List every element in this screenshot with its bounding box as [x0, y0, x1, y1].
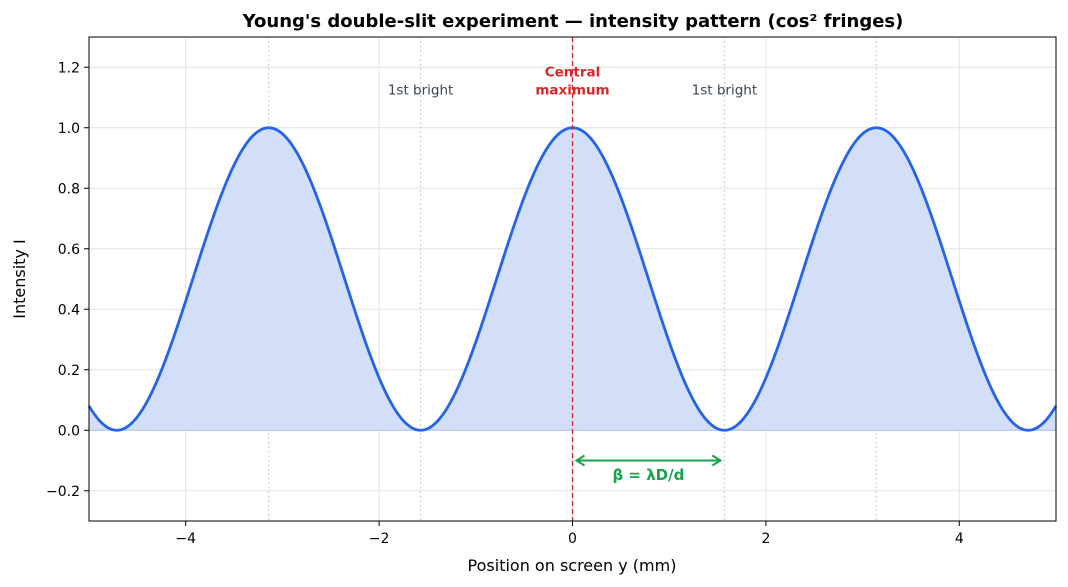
chart-title: Young's double-slit experiment — intensi…: [242, 11, 904, 32]
y-tick-label: 1.0: [58, 121, 80, 137]
x-tick-label: 4: [955, 531, 964, 547]
y-tick-label: 0.8: [58, 181, 80, 197]
y-axis-ticks: −0.2 0.0 0.2 0.4 0.6 0.8 1.0 1.2: [46, 60, 89, 500]
y-tick-label: −0.2: [46, 484, 80, 500]
y-axis-label: Intensity I: [10, 239, 29, 318]
y-tick-label: 0.0: [58, 423, 80, 439]
fringe-width-arrowhead-left: [574, 454, 586, 467]
y-tick-label: 0.4: [58, 302, 80, 318]
y-tick-label: 0.6: [58, 242, 80, 258]
first-bright-label-left: 1st bright: [388, 82, 454, 98]
x-tick-label: −2: [369, 531, 390, 547]
fringe-width-label: β = λD/d: [612, 466, 684, 484]
y-tick-label: 0.2: [58, 363, 80, 379]
annotations: Central maximum 1st bright 1st bright β …: [388, 64, 757, 484]
x-tick-label: −4: [175, 531, 196, 547]
central-maximum-label-line2: maximum: [535, 82, 609, 98]
fringe-width-arrowhead-right: [711, 454, 723, 467]
x-tick-label: 0: [568, 531, 577, 547]
x-axis-label: Position on screen y (mm): [468, 556, 677, 575]
y-tick-label: 1.2: [58, 60, 80, 76]
central-maximum-label-line1: Central: [545, 64, 601, 80]
x-tick-label: 2: [761, 531, 770, 547]
first-bright-label-right: 1st bright: [692, 82, 758, 98]
x-axis-ticks: −4 −2 0 2 4: [175, 521, 964, 547]
